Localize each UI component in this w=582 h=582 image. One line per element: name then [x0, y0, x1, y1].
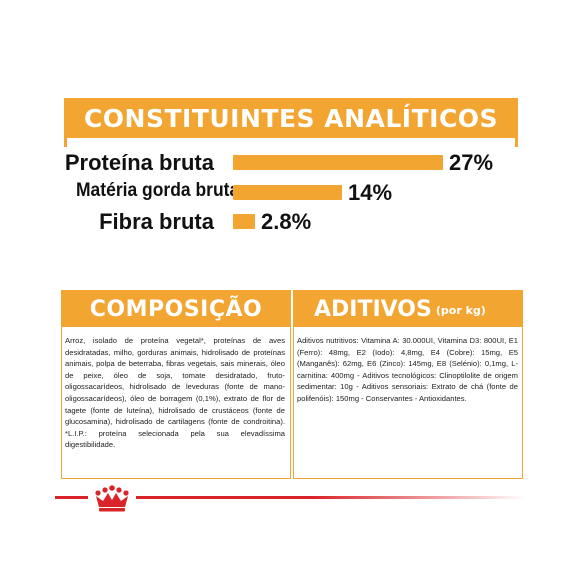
fiber-label: Fibra bruta [99, 209, 214, 234]
composition-title: COMPOSIÇÃO [62, 291, 290, 327]
composition-text: Arroz, isolado de proteína vegetal*, pro… [65, 336, 285, 450]
protein-label: Proteína bruta [64, 150, 214, 175]
fat-bar [233, 185, 342, 200]
additives-header: ADITIVOS (por kg) [294, 291, 522, 327]
royal-canin-crown-icon [88, 483, 136, 515]
fiber-bar [233, 214, 255, 229]
additives-text: Aditivos nutritivos: Vitamina A: 30.000U… [297, 336, 518, 403]
additives-title: ADITIVOS [314, 296, 432, 322]
composition-panel: COMPOSIÇÃO Arroz, isolado de proteína ve… [61, 290, 291, 479]
additives-panel: ADITIVOS (por kg) Aditivos nutritivos: V… [293, 290, 523, 479]
banner-tab-left [64, 138, 67, 147]
protein-bar [233, 155, 443, 170]
brand-divider-line [55, 496, 525, 499]
fat-value: 14% [348, 180, 393, 205]
banner-tab-right [515, 138, 518, 147]
fat-label: Matéria gorda bruta [76, 180, 240, 201]
analytics-title: CONSTITUINTES ANALÍTICOS [64, 98, 518, 138]
additives-subtitle: (por kg) [435, 303, 486, 317]
fiber-value: 2.8% [261, 209, 312, 234]
protein-value: 27% [449, 150, 494, 175]
